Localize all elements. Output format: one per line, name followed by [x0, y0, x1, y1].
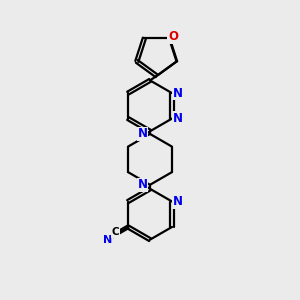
- Text: N: N: [173, 112, 183, 125]
- Text: N: N: [137, 178, 148, 191]
- Text: N: N: [173, 87, 183, 100]
- Text: C: C: [112, 227, 119, 237]
- Text: O: O: [168, 30, 178, 43]
- Text: N: N: [173, 195, 183, 208]
- Text: N: N: [137, 128, 148, 140]
- Text: N: N: [103, 235, 112, 245]
